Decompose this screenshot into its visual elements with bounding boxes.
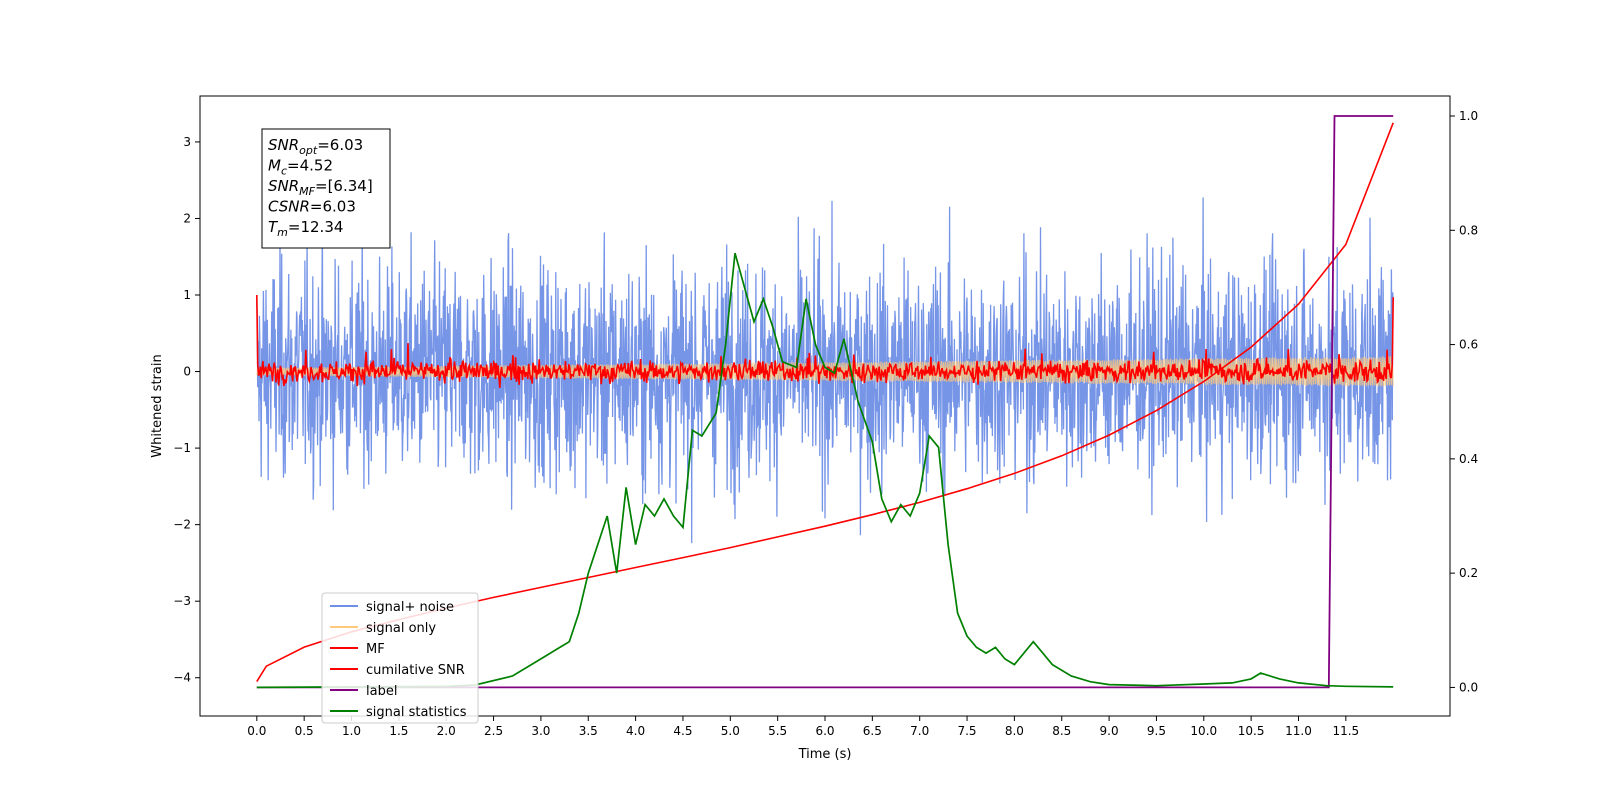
y-right-tick-label: 0.0 <box>1459 680 1478 694</box>
info-box-line: Mc=4.52 <box>268 157 333 178</box>
x-tick-label: 1.5 <box>389 724 408 738</box>
x-tick-label: 6.0 <box>815 724 834 738</box>
info-box-line: SNRMF=[6.34] <box>268 177 373 198</box>
legend-label: signal only <box>366 621 436 636</box>
legend-label: signal+ noise <box>366 600 454 615</box>
x-tick-label: 2.5 <box>484 724 503 738</box>
y-right-tick-label: 1.0 <box>1459 109 1478 123</box>
x-tick-label: 10.5 <box>1238 724 1265 738</box>
x-tick-label: 0.5 <box>295 724 314 738</box>
x-tick-label: 8.5 <box>1052 724 1071 738</box>
x-axis-label: Time (s) <box>798 747 852 762</box>
x-tick-label: 2.0 <box>437 724 456 738</box>
y-right-tick-label: 0.2 <box>1459 566 1478 580</box>
series-signal-only <box>256 356 1394 387</box>
legend-label: signal statistics <box>366 705 467 720</box>
y-left-tick-label: 3 <box>183 135 191 149</box>
legend-label: cumilative SNR <box>366 663 465 678</box>
y-left-tick-label: −2 <box>173 518 191 532</box>
x-tick-label: 9.5 <box>1147 724 1166 738</box>
info-box-line: CSNR=6.03 <box>268 198 356 216</box>
y-right-tick-label: 0.4 <box>1459 452 1478 466</box>
y-axis-label: Whitened strain <box>150 354 165 457</box>
y-left-tick-label: −1 <box>173 441 191 455</box>
x-tick-label: 3.0 <box>531 724 550 738</box>
x-tick-label: 7.0 <box>910 724 929 738</box>
y-right-tick-label: 0.8 <box>1459 223 1478 237</box>
y-left-tick-label: −4 <box>173 671 191 685</box>
x-tick-label: 5.0 <box>721 724 740 738</box>
x-axis: 0.0 0.5 1.0 1.5 2.0 2.5 3.0 3.5 4.0 4.5 5.0 5.5 6.0 6… <box>247 716 1359 738</box>
y-left-tick-label: 2 <box>183 211 191 225</box>
x-tick-label: 6.5 <box>863 724 882 738</box>
x-tick-label: 11.5 <box>1332 724 1359 738</box>
series-signal-statistics <box>256 252 1394 689</box>
x-tick-label: 7.5 <box>957 724 976 738</box>
x-tick-label: 11.0 <box>1285 724 1312 738</box>
x-tick-label: 0.0 <box>247 724 266 738</box>
y-left-tick-label: −3 <box>173 594 191 608</box>
y-axis-left: 3 2 1 0 −1 −2 −3 −4 <box>173 135 200 685</box>
info-box-line: SNRopt=6.03 <box>268 136 363 157</box>
x-tick-label: 4.0 <box>626 724 645 738</box>
info-box-line: Tm=12.34 <box>268 218 343 239</box>
y-left-tick-label: 1 <box>183 288 191 302</box>
x-tick-label: 4.5 <box>673 724 692 738</box>
y-axis-right: 1.0 0.8 0.6 0.4 0.2 0.0 <box>1450 109 1478 694</box>
x-tick-label: 8.0 <box>1005 724 1024 738</box>
y-right-tick-label: 0.6 <box>1459 338 1478 352</box>
x-tick-label: 1.0 <box>342 724 361 738</box>
info-box-frame <box>261 128 391 249</box>
x-tick-label: 5.5 <box>768 724 787 738</box>
legend-label: label <box>366 684 397 699</box>
legend-label: MF <box>366 642 385 657</box>
x-tick-label: 10.0 <box>1190 724 1217 738</box>
x-tick-label: 3.5 <box>579 724 598 738</box>
y-left-tick-label: 0 <box>183 365 191 379</box>
series-label <box>256 115 1394 689</box>
legend: signal+ noise signal only MF cumilative SNR… <box>321 592 479 724</box>
legend-frame <box>321 592 479 724</box>
series-mf <box>256 294 1394 388</box>
x-tick-label: 9.0 <box>1100 724 1119 738</box>
